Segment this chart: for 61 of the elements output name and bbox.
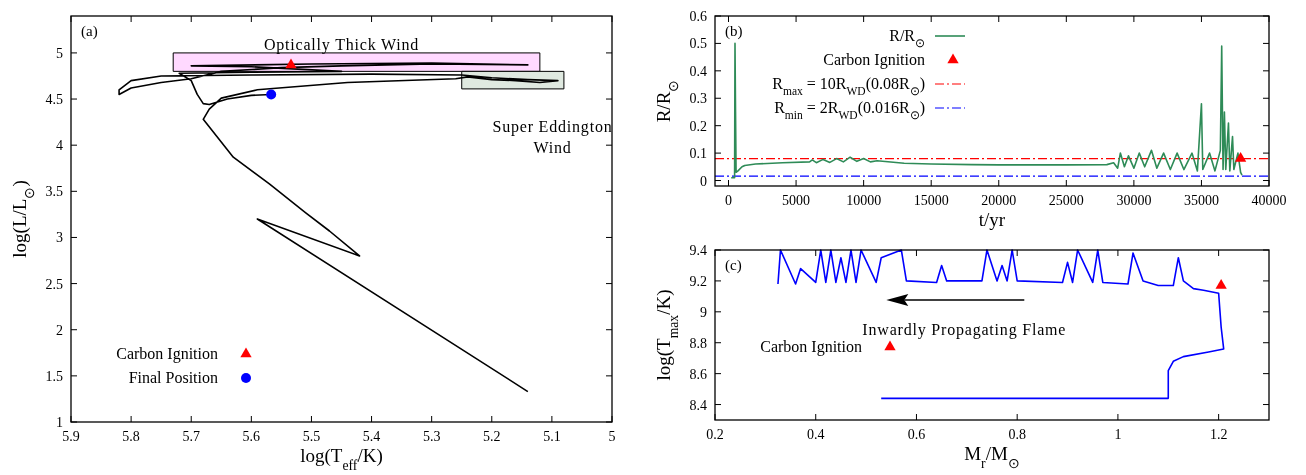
x-tick-label: 5.4 (362, 429, 381, 444)
x-tick-label: 5.6 (242, 429, 261, 444)
x-tick-label: 15000 (913, 193, 949, 208)
y-tick-label: 4.5 (45, 92, 63, 108)
legend-label: R/R$_{⊙}$ (889, 27, 925, 49)
y-tick-label: 2.5 (45, 276, 63, 292)
legend-label: Carbon Ignition (823, 51, 925, 69)
x-tick-label: 0.6 (907, 427, 926, 442)
annotation: (a) (81, 23, 98, 40)
y-tick-label: 0.3 (689, 91, 707, 107)
x-tick-label: 40000 (1251, 193, 1287, 208)
x-tick-label: 10000 (846, 193, 882, 208)
x-axis-title: log(T$_{eff}$/K) (300, 445, 383, 473)
annotation: (c) (725, 257, 742, 274)
y-tick-label: 0.4 (689, 63, 707, 79)
x-tick-label: 20000 (981, 193, 1017, 208)
x-tick-label: 0.8 (1008, 427, 1026, 442)
x-tick-label: 0 (725, 193, 733, 208)
legend-label: Carbon Ignition (116, 345, 218, 363)
y-tick-label: 0.5 (689, 36, 707, 52)
x-tick-label: 5.1 (543, 429, 561, 444)
x-tick-label: 5.8 (122, 429, 140, 444)
y-tick-label: 0 (700, 173, 707, 189)
y-tick-label: 3 (56, 230, 63, 246)
y-tick-label: 0.6 (689, 9, 707, 24)
x-tick-label: 1.2 (1209, 427, 1228, 442)
legend-label: Carbon Ignition (760, 338, 862, 356)
x-tick-label: 5.2 (483, 429, 501, 444)
x-tick-label: 35000 (1183, 193, 1219, 208)
annotation: Inwardly Propagating Flame (862, 321, 1067, 340)
y-tick-label: 8.4 (689, 397, 707, 413)
y-tick-label: 2 (56, 322, 63, 338)
x-tick-label: 5.7 (182, 429, 200, 444)
y-tick-label: 5 (56, 45, 63, 61)
x-tick-label: 5.5 (302, 429, 321, 444)
y-tick-label: 1.5 (45, 368, 63, 384)
x-tick-label: 30000 (1116, 193, 1152, 208)
x-tick-label: 1 (1114, 427, 1122, 442)
annotation: Optically Thick Wind (263, 36, 420, 55)
y-tick-label: 9.2 (689, 273, 707, 289)
x-axis-title: M$_{r}$/M$_{⊙}$ (964, 443, 1020, 471)
y-tick-label: 9.4 (689, 243, 707, 258)
y-tick-label: 8.6 (689, 366, 707, 382)
y-tick-label: 9 (700, 304, 707, 320)
y-tick-label: 3.5 (45, 184, 63, 200)
x-tick-label: 5000 (782, 193, 811, 208)
y-tick-label: 1 (56, 415, 63, 430)
y-tick-label: 0.2 (689, 118, 707, 134)
annotation: (b) (725, 23, 743, 40)
x-tick-label: 5.9 (62, 429, 80, 444)
x-tick-label: 5.3 (422, 429, 441, 444)
y-tick-label: 8.8 (689, 335, 707, 351)
legend-label: Final Position (128, 369, 218, 386)
legend-label: R$_{max}$ = 10R$_{WD}$(0.08R$_{⊙}$) (772, 75, 925, 97)
x-tick-label: 5 (608, 429, 616, 444)
x-axis-title: t/yr (978, 209, 1006, 230)
x-tick-label: 25000 (1048, 193, 1084, 208)
legend-label: R$_{min}$ = 2R$_{WD}$(0.016R$_{⊙}$) (774, 99, 925, 121)
y-tick-label: 0.1 (689, 146, 707, 162)
y-tick-label: 4 (56, 138, 63, 154)
x-tick-label: 0.4 (806, 427, 825, 442)
